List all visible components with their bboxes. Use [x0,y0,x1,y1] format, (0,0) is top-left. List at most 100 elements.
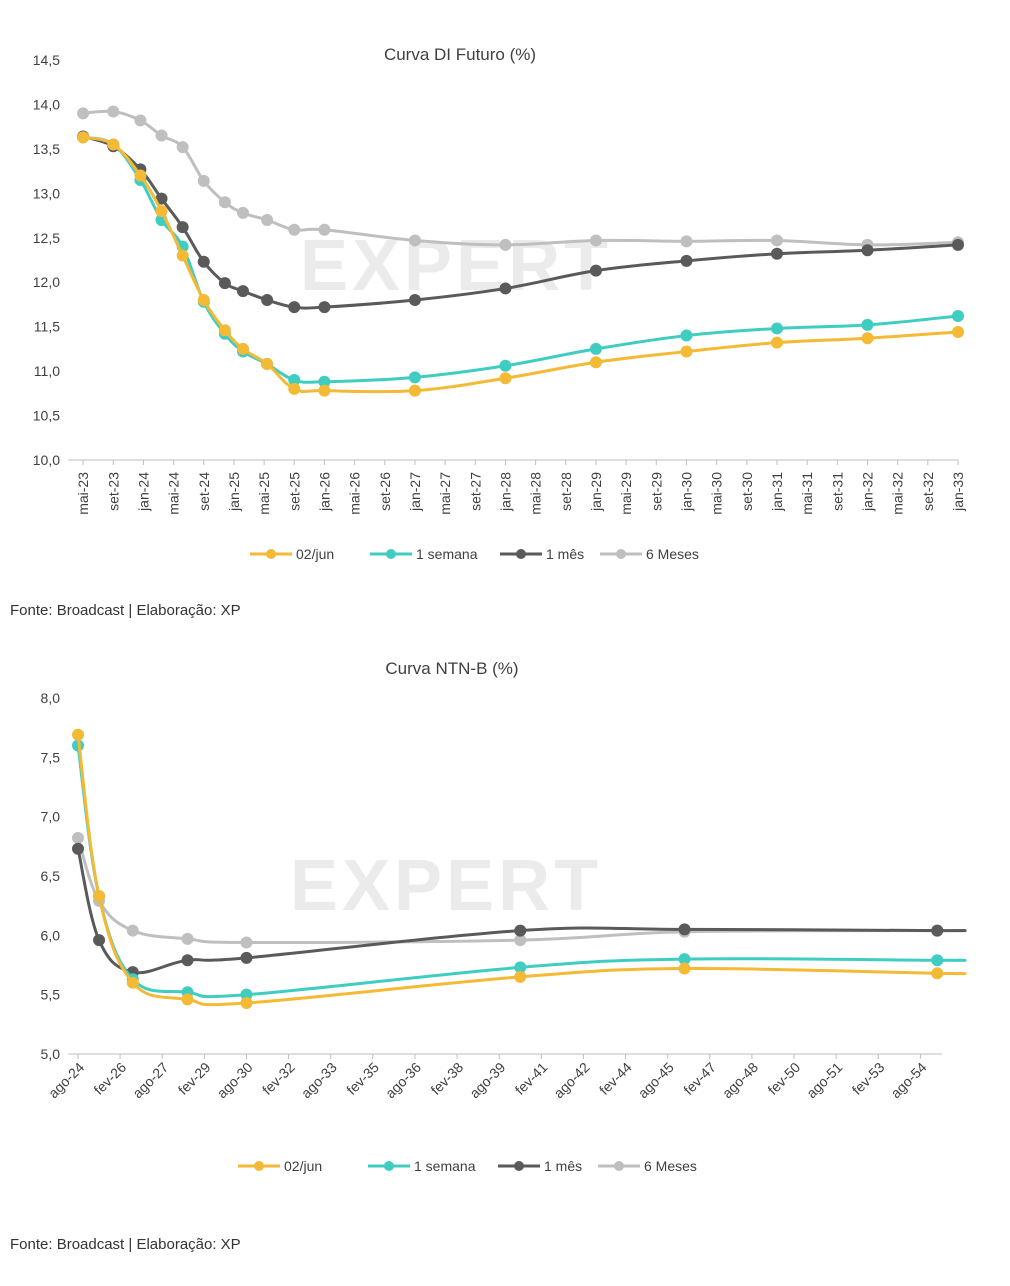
legend: 02/jun 1 semana 1 mês 6 Meses [250,546,699,562]
data-point [680,329,693,342]
data-point [261,294,274,306]
legend-marker [266,549,276,559]
data-point [218,277,231,290]
y-tick-label: 8,0 [41,690,61,706]
x-tick-label: mai-26 [347,472,363,515]
data-point [770,336,783,349]
y-tick-label: 12,0 [33,274,60,290]
x-tick-label: jan-32 [859,472,875,512]
data-point [678,962,691,975]
data-point [318,301,331,314]
data-point [240,936,253,949]
data-point [176,249,189,262]
y-tick-label: 11,5 [34,319,60,335]
legend-label: 1 mês [546,546,584,562]
y-tick-label: 7,0 [41,809,61,825]
data-point [680,235,693,248]
chart-source-di: Fonte: Broadcast | Elaboração: XP [10,602,241,619]
data-point [514,970,527,983]
data-point [499,372,512,385]
legend-marker [254,1161,264,1171]
x-tick-label: ago-54 [887,1059,929,1101]
x-tick-label: mai-29 [618,472,634,515]
legend-marker [384,1161,394,1171]
x-tick-label: ago-27 [129,1059,171,1101]
data-point [499,359,512,372]
series-02-jun [72,728,967,1009]
chart-title: Curva NTN-B (%) [385,659,518,678]
series-6-meses [77,105,964,251]
x-tick-label: set-25 [286,472,302,511]
data-point [240,988,253,1001]
data-point [126,976,139,989]
data-point [770,322,783,335]
data-point [236,342,249,355]
data-point [240,996,253,1009]
x-tick-label: set-23 [105,472,121,511]
x-tick-label: jan-26 [316,472,332,512]
x-tick-label: set-26 [377,472,393,511]
x-tick-label: mai-28 [528,472,544,515]
x-tick-label: set-32 [920,472,936,511]
y-tick-label: 5,0 [41,1046,61,1062]
y-tick-label: 6,5 [41,868,61,884]
y-tick-label: 11,0 [34,363,60,379]
x-tick-label: mai-32 [890,472,906,515]
data-point [589,342,602,355]
series-line [76,734,967,1007]
x-tick-label: ago-45 [635,1059,677,1101]
data-point [197,294,210,306]
data-point [408,294,421,306]
x-tick-label: set-30 [739,472,755,511]
x-tick-label: ago-42 [550,1059,592,1101]
y-tick-label: 12,5 [33,230,60,246]
data-point [499,238,512,251]
chart-title: Curva DI Futuro (%) [384,45,536,64]
data-point [107,105,120,118]
data-point [931,967,944,980]
x-tick-label: mai-24 [166,472,182,515]
x-tick-label: jan-31 [769,472,785,512]
series-02-jun [77,131,964,397]
x-tick-label: jan-30 [678,472,694,512]
data-point [197,255,210,268]
x-tick-label: mai-23 [75,472,91,515]
data-point [680,345,693,358]
y-tick-label: 13,5 [33,141,60,157]
data-point [134,114,147,127]
data-point [318,223,331,236]
data-point [218,196,231,209]
data-point [288,301,301,314]
y-tick-label: 7,5 [41,749,61,765]
data-point [408,384,421,397]
ntnb-chart: EXPERT Curva NTN-B (%) 8,0 7,5 7,0 6,5 6,0 5,5 5… [41,659,967,1174]
x-tick-label: jan-25 [226,472,242,512]
data-point [408,371,421,384]
data-point [72,832,84,845]
data-point [236,206,249,219]
data-point [770,247,783,260]
x-tick-label: mai-27 [437,472,453,515]
data-point [499,282,512,295]
data-point [176,221,189,234]
x-tick-label: jan-27 [407,472,423,512]
data-point [218,324,231,337]
x-tick-label: fev-35 [343,1059,382,1098]
data-point [72,842,84,855]
data-point [181,932,194,945]
data-point [236,285,249,298]
series-1-m-s [77,130,964,314]
data-point [288,382,301,395]
data-point [952,238,964,251]
legend-label: 02/jun [296,546,334,562]
data-point [77,131,90,144]
data-point [72,728,84,741]
legend-marker [386,549,396,559]
legend-label: 6 Meses [646,546,699,562]
x-tick-label: jan-24 [135,472,151,512]
data-point [93,890,106,903]
x-tick-label: mai-25 [256,472,272,515]
legend-marker [614,1161,624,1171]
data-point [240,951,253,964]
data-point [931,924,944,937]
